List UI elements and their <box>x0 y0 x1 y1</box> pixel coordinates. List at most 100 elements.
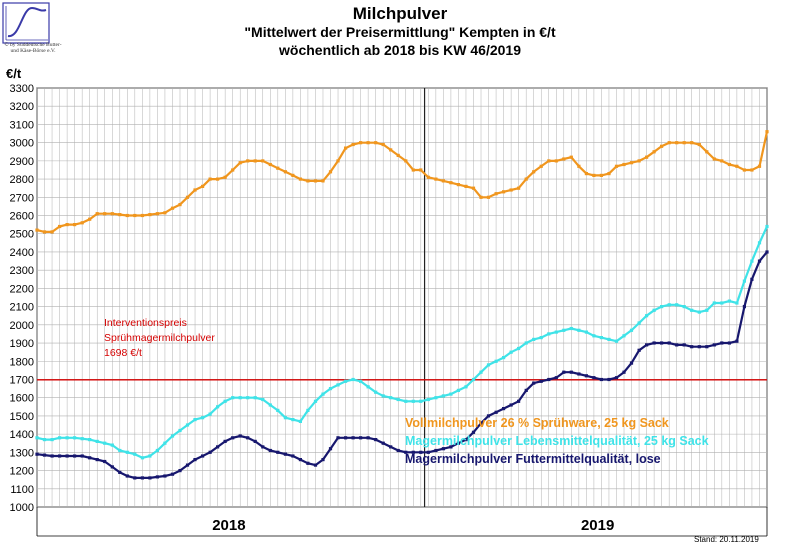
data-point-series-0 <box>750 168 754 172</box>
data-point-series-0 <box>95 212 99 216</box>
data-point-series-2 <box>614 376 619 380</box>
y-tick-label: 2800 <box>10 174 34 186</box>
data-point-series-2 <box>58 454 62 458</box>
data-point-series-2 <box>193 458 197 462</box>
data-point-series-2 <box>125 474 129 478</box>
data-point-series-0 <box>547 159 551 163</box>
data-point-series-2 <box>637 348 641 352</box>
data-point-series-1 <box>757 241 762 245</box>
data-point-series-1 <box>80 437 84 441</box>
y-tick-label: 1400 <box>10 429 34 441</box>
data-point-series-1 <box>133 452 137 456</box>
data-point-series-2 <box>283 452 287 456</box>
data-point-series-2 <box>682 343 686 347</box>
data-point-series-2 <box>231 436 235 440</box>
data-point-series-1 <box>35 436 39 440</box>
data-point-series-0 <box>223 175 227 179</box>
y-tick-label: 1200 <box>10 466 34 478</box>
y-tick-label: 2000 <box>10 320 34 332</box>
data-point-series-1 <box>140 456 144 460</box>
data-point-series-1 <box>675 303 679 307</box>
data-point-series-1 <box>426 397 430 402</box>
data-point-series-2 <box>155 475 159 479</box>
y-tick-label: 2400 <box>10 247 34 259</box>
data-point-series-0 <box>577 164 581 168</box>
data-point-series-2 <box>328 447 333 451</box>
y-tick-label: 3100 <box>10 119 34 131</box>
data-point-series-2 <box>208 450 212 454</box>
data-point-series-1 <box>584 330 588 334</box>
data-point-series-1 <box>690 308 694 312</box>
data-point-series-0 <box>42 230 47 234</box>
data-point-series-1 <box>336 383 340 387</box>
data-point-series-0 <box>562 157 566 161</box>
data-point-series-0 <box>449 181 453 185</box>
data-point-series-1 <box>261 397 265 402</box>
data-point-series-0 <box>705 150 709 154</box>
data-point-series-1 <box>404 399 408 403</box>
data-point-series-0 <box>366 141 370 145</box>
data-point-series-0 <box>35 228 39 232</box>
legend-entry-1: Magermilchpulver Lebensmittelqualität, 2… <box>405 434 709 448</box>
data-point-series-2 <box>509 403 513 407</box>
data-point-series-1 <box>88 438 92 442</box>
data-point-series-0 <box>291 173 295 177</box>
y-tick-label: 2700 <box>10 192 34 204</box>
data-point-series-0 <box>614 164 619 168</box>
data-point-series-0 <box>607 172 611 176</box>
data-point-series-0 <box>622 162 626 167</box>
data-point-series-1 <box>223 399 227 403</box>
data-point-series-0 <box>637 159 641 163</box>
data-point-series-0 <box>336 159 340 163</box>
data-point-series-2 <box>479 421 483 425</box>
data-point-series-2 <box>419 450 423 454</box>
data-point-series-1 <box>599 336 603 340</box>
data-point-series-0 <box>682 141 686 145</box>
data-point-series-1 <box>502 356 506 360</box>
data-point-series-2 <box>336 436 340 440</box>
data-point-series-0 <box>441 179 445 183</box>
data-point-series-0 <box>645 155 649 159</box>
data-point-series-1 <box>750 259 754 263</box>
data-point-series-2 <box>178 469 182 473</box>
data-point-series-0 <box>471 186 476 190</box>
data-point-series-1 <box>58 436 62 440</box>
data-point-series-0 <box>148 213 152 217</box>
y-tick-label: 1900 <box>10 338 34 350</box>
y-tick-label: 2500 <box>10 229 34 241</box>
data-point-series-2 <box>750 277 754 281</box>
stand-date: Stand: 20.11.2019 <box>694 535 759 544</box>
y-tick-label: 1000 <box>10 502 34 514</box>
data-point-series-1 <box>629 328 634 332</box>
data-point-series-1 <box>216 405 220 409</box>
data-point-series-1 <box>253 396 257 400</box>
data-point-series-0 <box>569 155 573 159</box>
data-point-series-0 <box>742 168 746 172</box>
data-point-series-1 <box>645 314 649 318</box>
data-point-series-0 <box>757 164 762 168</box>
data-point-series-1 <box>321 392 325 396</box>
data-point-series-1 <box>742 279 746 283</box>
data-point-series-1 <box>246 396 250 400</box>
data-point-series-2 <box>298 458 302 462</box>
data-point-series-2 <box>73 454 77 458</box>
data-point-series-2 <box>344 436 348 440</box>
legend-entry-0: Vollmilchpulver 26 % Sprühware, 25 kg Sa… <box>405 416 669 430</box>
data-point-series-1 <box>170 434 175 438</box>
data-point-series-1 <box>313 399 318 403</box>
data-point-series-0 <box>103 212 107 216</box>
data-point-series-0 <box>50 230 54 234</box>
data-point-series-1 <box>441 394 445 398</box>
logo <box>2 2 62 58</box>
data-point-series-0 <box>185 195 190 199</box>
data-point-series-2 <box>110 465 114 469</box>
data-point-series-2 <box>757 259 762 263</box>
data-point-series-0 <box>268 162 272 167</box>
data-point-series-2 <box>366 436 370 440</box>
data-point-series-0 <box>411 168 415 172</box>
data-point-series-1 <box>592 334 596 338</box>
intervention-price-label: Interventionspreis <box>104 317 187 329</box>
data-point-series-1 <box>577 328 581 332</box>
data-point-series-0 <box>374 141 378 145</box>
data-point-series-2 <box>170 472 175 476</box>
